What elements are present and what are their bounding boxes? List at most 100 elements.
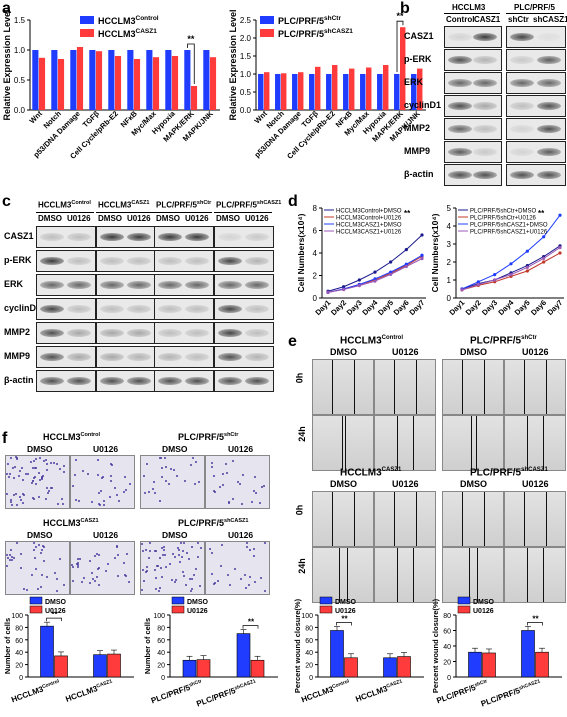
y-tick-label: 2 bbox=[313, 272, 318, 281]
panel-letter-e: e bbox=[288, 333, 297, 350]
blot-b-row-label: MMP2 bbox=[404, 123, 431, 133]
bar-u0126 bbox=[397, 656, 411, 678]
transwell-photo bbox=[5, 455, 70, 509]
transwell-photo bbox=[70, 541, 135, 595]
blot-b-row-label: β-actin bbox=[404, 169, 434, 179]
y-tick-label: 60 bbox=[443, 629, 451, 636]
blot-b-strip bbox=[444, 95, 502, 117]
blot-c-strip bbox=[36, 370, 96, 392]
y-tick-label: 0.5 bbox=[14, 76, 26, 85]
blot-band bbox=[40, 329, 64, 337]
y-tick-label: 8 bbox=[313, 204, 318, 213]
bar-dmso bbox=[330, 630, 344, 678]
x-tick-label: Day5 bbox=[513, 298, 532, 317]
bar-control bbox=[127, 50, 134, 110]
y-tick-label: 0 bbox=[447, 675, 451, 682]
y-tick-label: 0 bbox=[19, 675, 23, 682]
blot-band bbox=[473, 125, 497, 133]
blot-band bbox=[510, 56, 534, 64]
y-tick-label: 40 bbox=[305, 650, 313, 657]
bar-control bbox=[360, 74, 366, 110]
blot-band bbox=[127, 233, 151, 241]
legend-label: PLC/PRF/5shCASZ1 bbox=[278, 28, 353, 39]
wound-u0126-label: U0126 bbox=[522, 347, 549, 357]
blot-band bbox=[245, 305, 269, 313]
blot-c-strip bbox=[96, 346, 156, 368]
data-point bbox=[525, 249, 529, 253]
y-tick-label: 40 bbox=[443, 644, 451, 651]
blot-band bbox=[67, 377, 91, 385]
blot-b-row-label: ERK bbox=[404, 77, 424, 87]
blot-band bbox=[537, 56, 561, 64]
blot-c-row-label: p-ERK bbox=[4, 255, 32, 265]
significance-bracket bbox=[527, 622, 543, 626]
bar-control bbox=[343, 74, 349, 110]
blot-c-row-label: cyclinD1 bbox=[4, 303, 42, 313]
panel-letter-b: b bbox=[400, 0, 410, 17]
wound-photo bbox=[504, 547, 566, 603]
bar-control bbox=[51, 50, 58, 110]
y-tick-label: 4 bbox=[313, 249, 318, 258]
western-blot-c: HCCLM3Control DMSO U0126 HCCLM3CASZ1 DMSO U01… bbox=[0, 193, 290, 393]
bar-treated bbox=[297, 72, 304, 110]
blot-c-strip bbox=[36, 274, 96, 296]
bar-treated bbox=[209, 57, 217, 110]
y-tick-label: 1 bbox=[447, 276, 452, 285]
x-tick-label: Day6 bbox=[392, 298, 411, 317]
y-axis-label: Cell Numbers(x10⁴) bbox=[296, 213, 306, 292]
y-tick-label: 20 bbox=[443, 660, 451, 667]
blot-b-row-label: cyclinD1 bbox=[404, 100, 442, 110]
x-tick-label: Day2 bbox=[329, 298, 348, 317]
blot-c-strip bbox=[96, 370, 156, 392]
category-label: HCCLM3Control bbox=[300, 678, 352, 704]
legend-label: PLC/PRF/5shCtr+U0126 bbox=[470, 216, 537, 222]
blot-band bbox=[448, 33, 472, 41]
blot-c-strip bbox=[96, 250, 156, 272]
significance-label: ** bbox=[532, 615, 539, 624]
data-point bbox=[558, 213, 562, 217]
series-line bbox=[461, 247, 561, 291]
blot-band bbox=[537, 102, 561, 110]
blot-c-row-label: ERK bbox=[4, 279, 24, 289]
bar-dmso bbox=[521, 630, 535, 678]
y-tick-label: 1.5 bbox=[240, 52, 252, 61]
blot-b-strip bbox=[506, 118, 566, 140]
blot-band bbox=[510, 102, 534, 110]
legend-swatch bbox=[457, 605, 471, 614]
blot-c-strip bbox=[154, 322, 214, 344]
blot-band bbox=[245, 377, 269, 385]
bar-dmso bbox=[182, 659, 197, 678]
bar-u0126 bbox=[196, 659, 211, 678]
blot-band bbox=[473, 33, 497, 41]
blot-b-strip bbox=[444, 164, 502, 186]
wound-dmso-label: DMSO bbox=[330, 479, 357, 489]
blot-band bbox=[158, 377, 182, 385]
blot-band bbox=[510, 148, 534, 156]
blot-c-lane-label: DMSO bbox=[216, 214, 240, 223]
blot-band bbox=[100, 281, 124, 289]
data-point bbox=[476, 282, 480, 287]
wound-photo bbox=[312, 547, 374, 603]
wound-photo bbox=[312, 359, 374, 415]
y-tick-label: 0 bbox=[161, 675, 165, 682]
bar-treated bbox=[190, 86, 198, 110]
y-tick-label: 1.5 bbox=[14, 16, 26, 25]
bar-control bbox=[165, 50, 172, 110]
blot-band bbox=[100, 377, 124, 385]
significance-bracket bbox=[396, 20, 404, 72]
blot-band bbox=[510, 79, 534, 87]
data-point bbox=[389, 270, 393, 274]
blot-band bbox=[473, 102, 497, 110]
blot-b-row-label: CASZ1 bbox=[404, 31, 434, 41]
bar-treated bbox=[365, 67, 372, 110]
legend-label: DMSO bbox=[335, 599, 357, 606]
blot-band bbox=[448, 102, 472, 110]
wound-photo bbox=[374, 359, 436, 415]
panel-letter-c: c bbox=[2, 193, 11, 210]
y-axis-label: Number of cells bbox=[3, 618, 12, 674]
wound-photo bbox=[374, 415, 436, 471]
legend-label: DMSO bbox=[473, 599, 495, 606]
blot-c-strip bbox=[214, 298, 274, 320]
blot-c-lane-label: U0126 bbox=[185, 214, 209, 223]
